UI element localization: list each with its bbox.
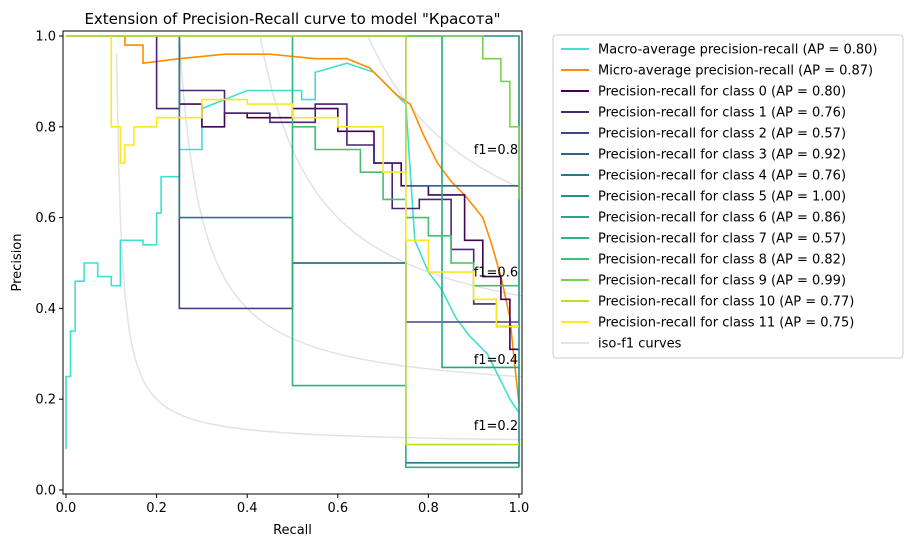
- series-line: [178, 36, 519, 323]
- legend-entry: Precision-recall for class 2 (AP = 0.57): [598, 127, 846, 142]
- chart-title: Extension of Precision-Recall curve to m…: [84, 10, 500, 28]
- legend-entry: Precision-recall for class 4 (AP = 0.76): [598, 169, 846, 184]
- legend-entry: Macro-average precision-recall (AP = 0.8…: [598, 43, 877, 58]
- x-tick-label: 0.4: [237, 501, 258, 516]
- legend-entry: Precision-recall for class 1 (AP = 0.76): [598, 106, 846, 121]
- x-axis-label: Recall: [273, 523, 312, 538]
- legend-entry: Precision-recall for class 6 (AP = 0.86): [598, 211, 846, 226]
- iso-f1-label: f1=0.4: [474, 353, 518, 368]
- legend-entry: Precision-recall for class 10 (AP = 0.77…: [598, 295, 854, 310]
- iso-f1-curve: [259, 37, 522, 297]
- y-tick-label: 0.4: [35, 302, 56, 317]
- x-tick-label: 0.8: [418, 501, 439, 516]
- legend-entry: Precision-recall for class 9 (AP = 0.99): [598, 274, 846, 289]
- y-axis-label: Precision: [10, 233, 25, 291]
- x-tick-label: 1.0: [509, 501, 530, 516]
- legend-entry: Precision-recall for class 7 (AP = 0.57): [598, 232, 846, 247]
- iso-f1-label: f1=0.8: [474, 143, 518, 158]
- legend-entry: Precision-recall for class 11 (AP = 0.75…: [598, 316, 854, 331]
- legend-box: [552, 34, 904, 359]
- legend: Macro-average precision-recall (AP = 0.8…: [552, 34, 904, 359]
- x-tick-label: 0.0: [56, 501, 77, 516]
- iso-f1-label: f1=0.2: [474, 419, 518, 434]
- iso-f1-curve: [115, 53, 522, 441]
- legend-entry: Micro-average precision-recall (AP = 0.8…: [598, 64, 873, 79]
- legend-entry: Precision-recall for class 5 (AP = 1.00): [598, 190, 846, 205]
- y-tick-label: 0.6: [35, 211, 56, 226]
- x-tick-label: 0.6: [327, 501, 348, 516]
- legend-entry: Precision-recall for class 3 (AP = 0.92): [598, 148, 846, 163]
- legend-entry: Precision-recall for class 0 (AP = 0.80): [598, 85, 846, 100]
- series-line: [102, 35, 520, 404]
- series-line: [405, 36, 519, 187]
- plot-area: [65, 35, 522, 469]
- y-tick-label: 1.0: [35, 30, 56, 45]
- y-tick-label: 0.8: [35, 120, 56, 135]
- series-line: [155, 36, 519, 328]
- legend-entry: Precision-recall for class 8 (AP = 0.82): [598, 253, 846, 268]
- iso-f1-curve: [178, 39, 522, 378]
- x-tick-label: 0.2: [146, 501, 167, 516]
- legend-entry: iso-f1 curves: [598, 337, 682, 352]
- plot-frame: [62, 30, 523, 495]
- y-tick-label: 0.2: [35, 393, 56, 408]
- y-tick-label: 0.0: [35, 484, 56, 499]
- series-line: [110, 36, 519, 328]
- series-line: [66, 35, 520, 200]
- iso-f1-curve: [367, 36, 522, 190]
- iso-f1-label: f1=0.6: [474, 266, 518, 281]
- series-line: [178, 36, 519, 351]
